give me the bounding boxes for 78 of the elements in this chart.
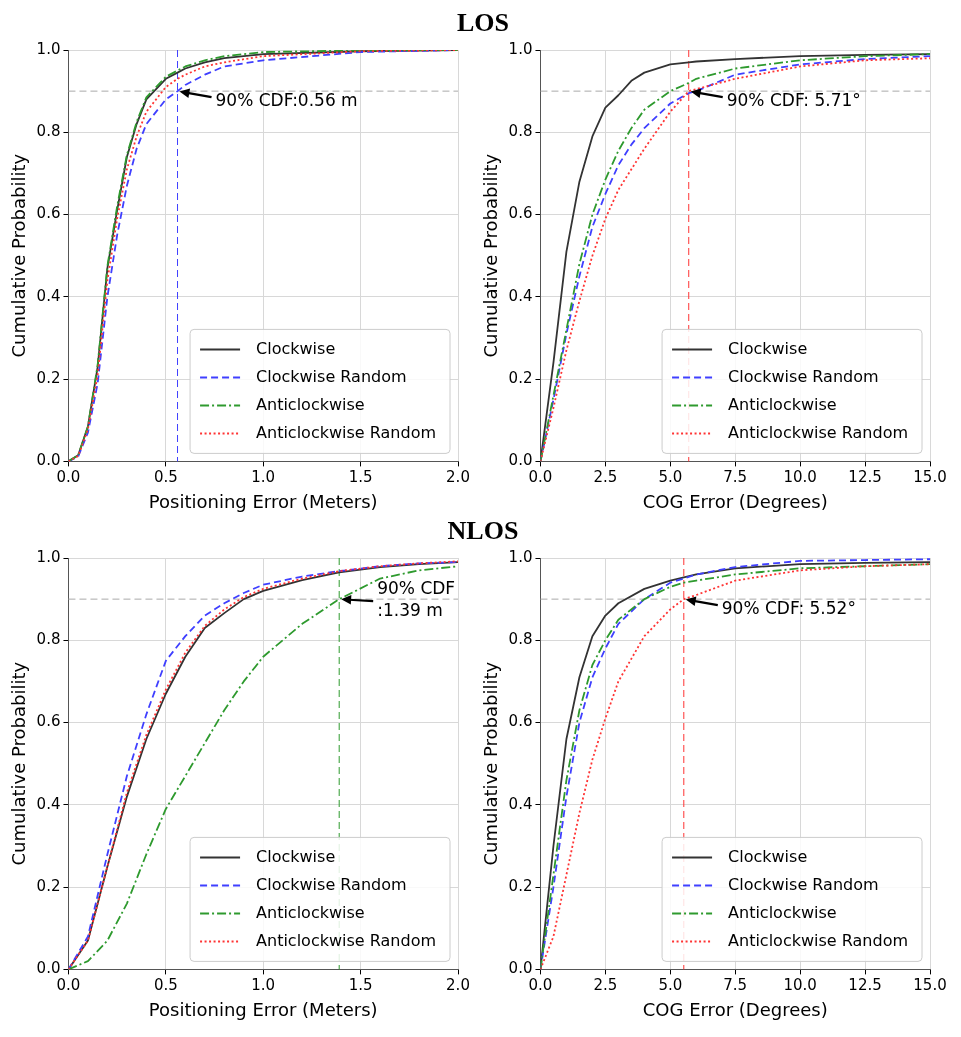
x-tick-label: 0.0: [56, 976, 81, 995]
x-axis-title: COG Error (Degrees): [642, 998, 828, 1020]
y-tick-label: 0.4: [36, 794, 61, 813]
y-axis-title: Cumulative Probability: [8, 661, 30, 866]
x-tick-label: 1.5: [348, 468, 373, 487]
chart-title: NLOS: [446, 516, 520, 546]
y-axis-title: Cumulative Probability: [480, 153, 502, 358]
x-axis-title: Positioning Error (Meters): [148, 490, 378, 512]
legend-label: Anticlockwise Random: [728, 422, 908, 442]
x-tick-label: 12.5: [848, 468, 882, 487]
legend-label: Clockwise: [256, 338, 336, 358]
x-tick-label: 10.0: [783, 468, 817, 487]
legend-label: Clockwise: [256, 846, 336, 866]
y-tick-label: 0.8: [508, 122, 533, 141]
legend-label: Anticlockwise: [256, 394, 365, 414]
y-tick-label: 0.6: [36, 204, 61, 223]
x-tick-label: 0.0: [528, 468, 553, 487]
y-axis-title: Cumulative Probability: [480, 661, 502, 866]
x-tick-label: 2.0: [446, 976, 470, 995]
annotation: 90% CDF :1.39 m: [377, 577, 456, 620]
legend-label: Clockwise Random: [728, 874, 879, 894]
x-tick-label: 1.5: [348, 976, 373, 995]
x-tick-label: 5.0: [658, 976, 683, 995]
annotation: 90% CDF: 5.71°: [726, 89, 861, 110]
y-tick-label: 0.4: [508, 794, 533, 813]
x-tick-label: 0.5: [153, 468, 178, 487]
legend-label: Anticlockwise: [728, 902, 837, 922]
legend-label: Clockwise Random: [728, 366, 879, 386]
legend-label: Clockwise Random: [256, 366, 407, 386]
x-tick-label: 2.5: [593, 468, 618, 487]
legend-label: Anticlockwise: [728, 394, 837, 414]
y-tick-label: 0.2: [36, 369, 61, 388]
x-tick-label: 1.0: [251, 976, 276, 995]
y-tick-label: 0.2: [508, 369, 533, 388]
x-tick-label: 0.0: [528, 976, 553, 995]
y-tick-label: 0.2: [36, 877, 61, 896]
x-axis-title: Positioning Error (Meters): [148, 998, 378, 1020]
annotation: 90% CDF: 5.52°: [721, 597, 856, 618]
x-tick-label: 10.0: [783, 976, 817, 995]
legend-label: Clockwise: [728, 338, 808, 358]
annotation: 90% CDF:0.56 m: [215, 89, 358, 110]
y-tick-label: 0.6: [36, 712, 61, 731]
x-tick-label: 15.0: [913, 468, 947, 487]
x-tick-label: 0.5: [153, 976, 178, 995]
y-tick-label: 1.0: [36, 547, 61, 566]
legend-label: Anticlockwise: [256, 902, 365, 922]
y-tick-label: 0.8: [508, 630, 533, 649]
y-tick-label: 0.2: [508, 877, 533, 896]
chart-title: LOS: [456, 8, 510, 38]
legend-label: Anticlockwise Random: [728, 930, 908, 950]
y-tick-label: 1.0: [36, 39, 61, 58]
y-tick-label: 1.0: [508, 547, 533, 566]
x-tick-label: 12.5: [848, 976, 882, 995]
y-axis-title: Cumulative Probability: [8, 153, 30, 358]
legend-label: Clockwise: [728, 846, 808, 866]
x-tick-label: 7.5: [723, 976, 748, 995]
y-tick-label: 0.6: [508, 204, 533, 223]
legend-label: Clockwise Random: [256, 874, 407, 894]
y-tick-label: 0.4: [36, 286, 61, 305]
x-tick-label: 7.5: [723, 468, 748, 487]
y-tick-label: 0.0: [36, 451, 61, 470]
y-tick-label: 0.6: [508, 712, 533, 731]
x-tick-label: 1.0: [251, 468, 276, 487]
x-tick-label: 15.0: [913, 976, 947, 995]
y-tick-label: 0.0: [508, 959, 533, 978]
x-tick-label: 0.0: [56, 468, 81, 487]
y-tick-label: 0.4: [508, 286, 533, 305]
y-tick-label: 0.0: [36, 959, 61, 978]
x-tick-label: 2.0: [446, 468, 470, 487]
y-tick-label: 1.0: [508, 39, 533, 58]
y-tick-label: 0.8: [36, 630, 61, 649]
y-tick-label: 0.8: [36, 122, 61, 141]
legend-label: Anticlockwise Random: [256, 930, 436, 950]
legend-label: Anticlockwise Random: [256, 422, 436, 442]
x-axis-title: COG Error (Degrees): [642, 490, 828, 512]
y-tick-label: 0.0: [508, 451, 533, 470]
x-tick-label: 5.0: [658, 468, 683, 487]
x-tick-label: 2.5: [593, 976, 618, 995]
